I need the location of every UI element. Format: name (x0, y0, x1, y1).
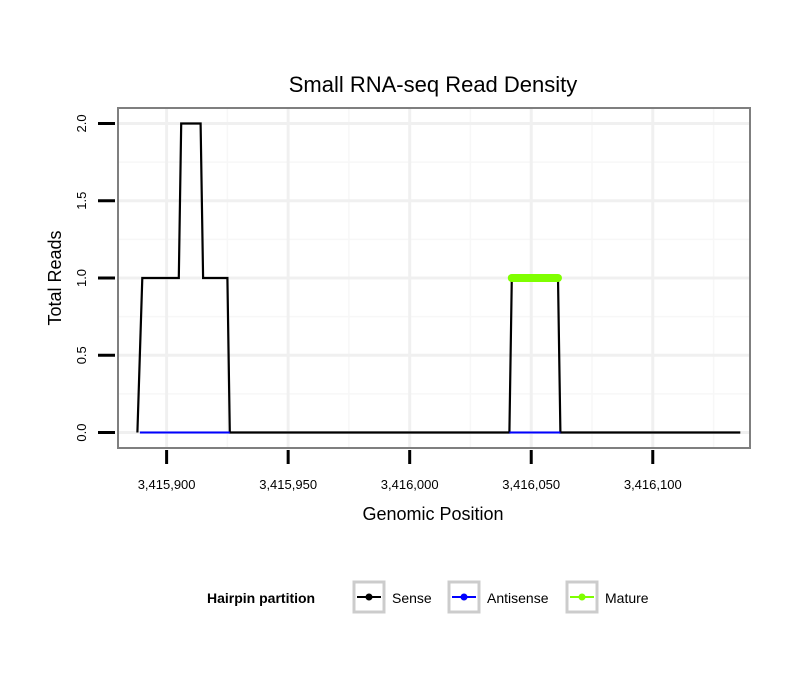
x-tick-label: 3,416,000 (381, 477, 439, 492)
legend-item-mature: Mature (565, 580, 649, 614)
legend: Hairpin partition Sense Antisense Mature (207, 580, 649, 614)
legend-key-antisense-point (460, 593, 468, 601)
legend-label-antisense: Antisense (487, 590, 549, 606)
plot-panel-border (117, 107, 751, 449)
legend-label-sense: Sense (392, 590, 432, 606)
legend-title: Hairpin partition (207, 590, 315, 606)
y-tick-label: 1.5 (74, 192, 89, 210)
y-tick-label: 2.0 (74, 114, 89, 132)
y-tick-label: 0.0 (74, 424, 89, 442)
x-tick-label: 3,415,950 (259, 477, 317, 492)
legend-label-mature: Mature (605, 590, 649, 606)
x-tick-label: 3,415,900 (138, 477, 196, 492)
legend-item-sense: Sense (352, 580, 432, 614)
y-tick-label: 0.5 (74, 346, 89, 364)
x-axis-title: Genomic Position (362, 504, 503, 524)
axes: 3,415,900 3,415,950 3,416,000 3,416,050 3,41… (74, 114, 682, 492)
x-tick-label: 3,416,050 (502, 477, 560, 492)
y-axis-title: Total Reads (45, 230, 65, 325)
x-tick-label: 3,416,100 (624, 477, 682, 492)
legend-key-mature-point (578, 593, 586, 601)
data-series (136, 122, 741, 434)
legend-key-sense-point (365, 593, 373, 601)
y-tick-label: 1.0 (74, 269, 89, 287)
chart-title: Small RNA-seq Read Density (289, 72, 578, 97)
legend-item-antisense: Antisense (447, 580, 549, 614)
